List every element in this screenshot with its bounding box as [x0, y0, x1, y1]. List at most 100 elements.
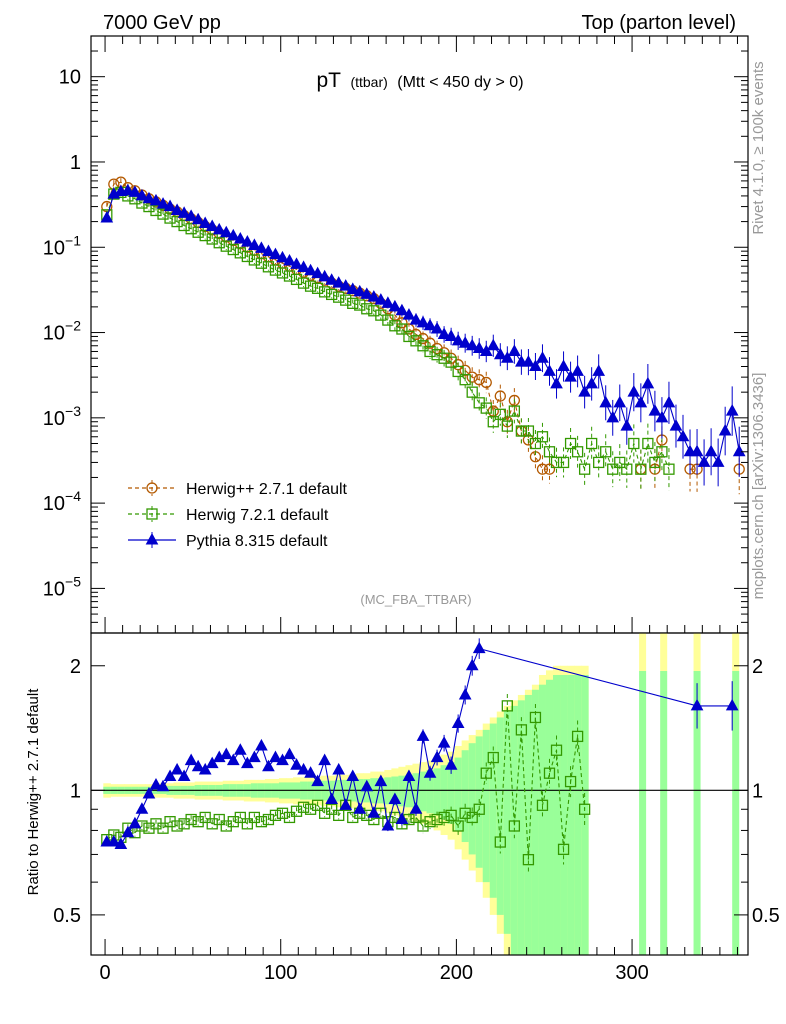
band-green	[489, 723, 498, 898]
ratio-pythia8-point	[367, 806, 381, 818]
pythia8-point	[437, 327, 451, 339]
ratio-herwig7-point	[452, 820, 464, 832]
herwig7-point	[290, 273, 303, 286]
band-spike-green	[732, 671, 740, 955]
ratio-herwig7-point	[164, 816, 176, 828]
herwig-pp-point	[543, 463, 556, 475]
y-tick-label: 10−1	[43, 232, 81, 259]
pythia8-point	[711, 455, 725, 467]
herwig7-point	[600, 446, 612, 458]
band-spike-green	[660, 671, 668, 955]
herwig7-point	[564, 437, 577, 450]
pythia8-point	[177, 206, 191, 218]
ratio-herwig7-point	[227, 816, 239, 828]
pythia8-point	[121, 183, 135, 196]
ratio-herwig7-point	[508, 820, 521, 832]
herwig7-point	[557, 456, 570, 469]
pythia8-point	[493, 347, 507, 360]
ratio-pythia8-point	[353, 802, 367, 814]
pythia8-point	[233, 231, 247, 244]
herwig7-point	[417, 340, 429, 352]
pythia8-point	[100, 211, 114, 223]
ratio-herwig7-point	[501, 700, 513, 712]
pythia8-point	[585, 376, 599, 389]
pythia8-point	[500, 351, 514, 363]
band-green	[433, 768, 442, 816]
herwig7-point	[164, 212, 176, 224]
x-tick-label: 200	[440, 962, 473, 984]
band-green	[468, 743, 477, 855]
herwig-pp-line	[106, 181, 550, 470]
ratio-herwig7-point	[529, 711, 542, 724]
ratio-herwig7-point	[241, 818, 253, 830]
ratio-herwig7-point	[571, 730, 584, 743]
ratio-herwig7-point	[276, 807, 289, 819]
ratio-pythia8-point	[184, 753, 198, 766]
band-spike-yellow	[732, 633, 740, 671]
pythia8-point	[592, 364, 606, 376]
ratio-herwig7-point	[185, 813, 197, 826]
ratio-herwig7-point	[424, 816, 436, 828]
ratio-pythia8-point	[262, 759, 275, 772]
ratio-pythia8-point	[437, 736, 451, 748]
herwig7-point	[445, 356, 457, 368]
band-spike-green	[693, 671, 701, 955]
ratio-pythia8-point	[430, 750, 444, 763]
herwig-pp-point	[459, 364, 471, 377]
ratio-pythia8-point	[290, 758, 303, 770]
band-green	[398, 775, 406, 807]
ratio-herwig7-point	[417, 820, 429, 832]
band-green	[503, 711, 512, 934]
ratio-herwig7-point	[234, 811, 246, 824]
pythia8-point	[465, 338, 479, 351]
band-green	[454, 757, 463, 831]
herwig7-point	[389, 320, 401, 332]
pythia8-point	[339, 279, 353, 291]
pythia8-point	[641, 376, 655, 389]
ratio-pythia8-point	[374, 774, 388, 787]
ratio-pythia8-point	[451, 716, 465, 729]
herwig7-point	[227, 243, 239, 256]
herwig7-point	[501, 420, 513, 432]
ratio-herwig7-point	[522, 853, 535, 866]
pythia8-point	[325, 273, 339, 285]
pythia8-point	[219, 225, 233, 238]
ratio-herwig7-point	[536, 799, 549, 811]
herwig7-point	[157, 208, 169, 220]
herwig-pp-point	[536, 463, 549, 475]
pythia8-point	[128, 185, 142, 197]
herwig7-point	[656, 446, 668, 458]
herwig7-point	[515, 425, 528, 437]
y-tick-base: 10	[43, 408, 65, 430]
y-tick-base: 10	[43, 237, 65, 259]
band-spike-yellow	[693, 633, 701, 671]
pythia8-point	[353, 284, 367, 297]
herwig7-point	[593, 456, 605, 469]
herwig7-point	[550, 456, 563, 469]
pythia8-point	[655, 410, 669, 423]
x-tick-label: 100	[264, 962, 297, 984]
herwig7-point	[529, 437, 542, 450]
ratio-pythia8-point	[332, 762, 346, 775]
ratio-herwig7-point	[262, 813, 275, 826]
pythia8-point	[346, 282, 360, 294]
band-spike-yellow	[639, 633, 647, 671]
band-green	[426, 769, 435, 814]
pythia8-point	[697, 455, 711, 467]
pythia8-point	[163, 199, 177, 212]
y-tick-label: 10−3	[43, 403, 81, 430]
ratio-pythia8-point	[170, 762, 184, 775]
herwig7-point	[185, 223, 197, 235]
band-green	[517, 700, 526, 955]
legend-marker	[146, 508, 158, 520]
herwig7-point	[487, 416, 499, 428]
pythia8-point	[381, 296, 395, 308]
band-spike-yellow	[660, 633, 668, 671]
plot-title: pT (ttbar) (Mtt < 450 dy > 0)	[316, 69, 523, 92]
pythia8-point	[395, 303, 409, 316]
pythia8-point	[240, 235, 254, 247]
herwig7-point	[621, 463, 633, 475]
pythia8-point	[704, 444, 718, 457]
legend-marker	[145, 532, 159, 545]
